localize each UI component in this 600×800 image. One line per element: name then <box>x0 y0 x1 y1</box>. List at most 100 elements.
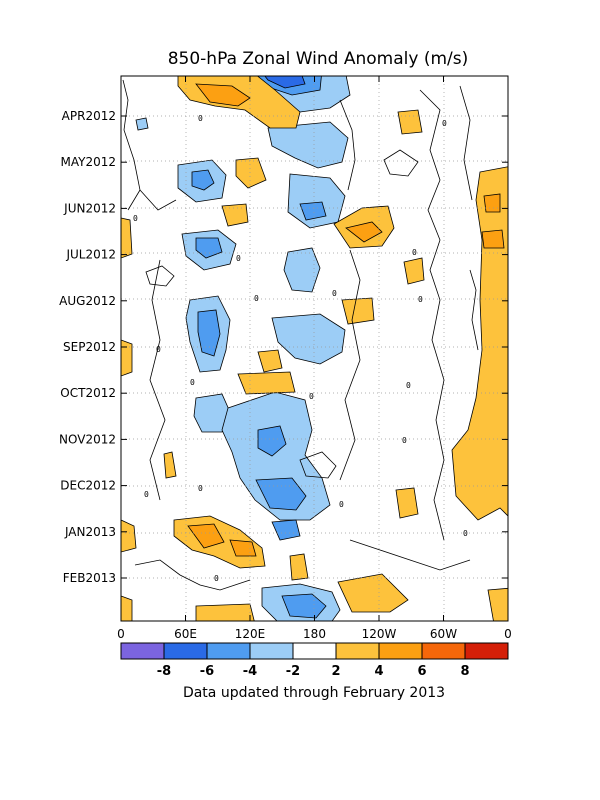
positive-region <box>163 451 177 479</box>
positive-region <box>121 217 133 259</box>
colorbar-swatch <box>249 642 294 660</box>
colorbar-label: -6 <box>200 664 214 679</box>
svg-text:0: 0 <box>332 289 337 298</box>
positive-anomaly-regions <box>121 76 508 621</box>
y-tick-label: SEP2012 <box>63 340 116 354</box>
negative-region <box>264 76 306 89</box>
positive-region <box>187 523 225 549</box>
positive-region <box>235 157 267 189</box>
x-tick-label: 120W <box>362 627 397 641</box>
y-tick-label: NOV2012 <box>59 432 116 446</box>
negative-region <box>271 313 346 365</box>
zero-contours <box>122 79 479 591</box>
colorbar-swatch <box>464 642 509 660</box>
svg-text:0: 0 <box>254 294 259 303</box>
x-tick-label: 0 <box>504 627 512 641</box>
colorbar-label: 2 <box>331 664 340 679</box>
positive-region <box>289 553 309 581</box>
negative-region <box>271 519 301 541</box>
positive-region <box>483 193 501 213</box>
positive-region <box>195 603 255 621</box>
y-tick-label: JAN2013 <box>64 525 116 539</box>
positive-region <box>397 109 423 135</box>
grid-lines <box>121 76 508 621</box>
svg-text:0: 0 <box>442 119 447 128</box>
positive-region <box>237 371 296 395</box>
svg-text:0: 0 <box>190 378 195 387</box>
chart-title: 850-hPa Zonal Wind Anomaly (m/s) <box>168 49 469 69</box>
positive-region <box>481 229 505 249</box>
colorbar-label: -4 <box>243 664 257 679</box>
colorbar-label: 4 <box>374 664 383 679</box>
positive-region <box>195 83 251 107</box>
colorbar-swatch <box>335 642 380 660</box>
colorbar-label: -8 <box>157 664 171 679</box>
x-axis: 0 60E 120E 180 120W 60W 0 <box>117 76 512 641</box>
svg-text:0: 0 <box>418 295 423 304</box>
y-tick-label: FEB2013 <box>63 571 116 585</box>
contour-labels: 0 0 0 0 0 0 0 0 0 0 0 0 0 0 0 0 0 0 <box>133 114 468 583</box>
negative-region <box>191 169 215 191</box>
svg-text:0: 0 <box>402 436 407 445</box>
x-tick-label: 0 <box>117 627 125 641</box>
colorbar-swatch <box>292 642 337 660</box>
positive-region <box>337 573 409 613</box>
positive-region <box>121 519 137 553</box>
x-tick-label: 60W <box>430 627 457 641</box>
svg-text:0: 0 <box>463 529 468 538</box>
colorbar-label: 6 <box>417 664 426 679</box>
colorbar: -8 -6 -4 -2 2 4 6 8 <box>120 642 509 679</box>
negative-region <box>221 391 331 521</box>
colorbar-swatch <box>163 642 208 660</box>
negative-region <box>281 593 327 619</box>
colorbar-swatch <box>421 642 466 660</box>
y-tick-label: APR2012 <box>62 109 116 123</box>
negative-anomaly-regions <box>135 76 351 621</box>
positive-region <box>121 339 133 377</box>
svg-text:0: 0 <box>198 114 203 123</box>
colorbar-swatch <box>378 642 423 660</box>
svg-text:0: 0 <box>156 345 161 354</box>
plot-area: 0 0 0 0 0 0 0 0 0 0 0 0 0 0 0 0 0 0 <box>121 76 508 621</box>
y-tick-label: DEC2012 <box>60 479 116 493</box>
positive-region <box>487 587 508 621</box>
negative-region <box>197 309 221 357</box>
positive-region <box>257 349 283 373</box>
negative-region <box>299 201 327 221</box>
colorbar-swatch <box>120 642 165 660</box>
svg-text:0: 0 <box>412 248 417 257</box>
negative-region <box>267 121 349 169</box>
colorbar-label: 8 <box>460 664 469 679</box>
negative-region <box>193 393 231 433</box>
positive-region <box>345 221 383 243</box>
colorbar-label: -2 <box>286 664 300 679</box>
positive-region <box>121 595 133 621</box>
y-tick-label: MAY2012 <box>61 155 117 169</box>
positive-region <box>451 166 508 521</box>
svg-text:0: 0 <box>236 254 241 263</box>
svg-text:0: 0 <box>339 500 344 509</box>
y-tick-label: JUN2012 <box>63 201 116 215</box>
positive-region <box>403 257 425 285</box>
x-tick-label: 120E <box>235 627 266 641</box>
colorbar-swatch <box>206 642 251 660</box>
y-tick-label: JUL2012 <box>65 248 116 262</box>
x-tick-label: 180 <box>303 627 326 641</box>
y-tick-label: OCT2012 <box>60 386 116 400</box>
svg-text:0: 0 <box>214 574 219 583</box>
svg-text:0: 0 <box>198 484 203 493</box>
negative-region <box>135 117 149 131</box>
svg-text:0: 0 <box>406 381 411 390</box>
svg-text:0: 0 <box>133 214 138 223</box>
svg-text:0: 0 <box>309 392 314 401</box>
negative-region <box>257 425 287 457</box>
positive-region <box>229 539 257 557</box>
svg-text:0: 0 <box>144 490 149 499</box>
positive-region <box>395 487 419 519</box>
positive-region <box>341 297 375 325</box>
update-note: Data updated through February 2013 <box>183 685 445 701</box>
negative-region <box>195 237 223 259</box>
y-axis: APR2012 MAY2012 JUN2012 JUL2012 AUG2012 SEP20… <box>59 109 508 585</box>
x-tick-label: 60E <box>174 627 197 641</box>
